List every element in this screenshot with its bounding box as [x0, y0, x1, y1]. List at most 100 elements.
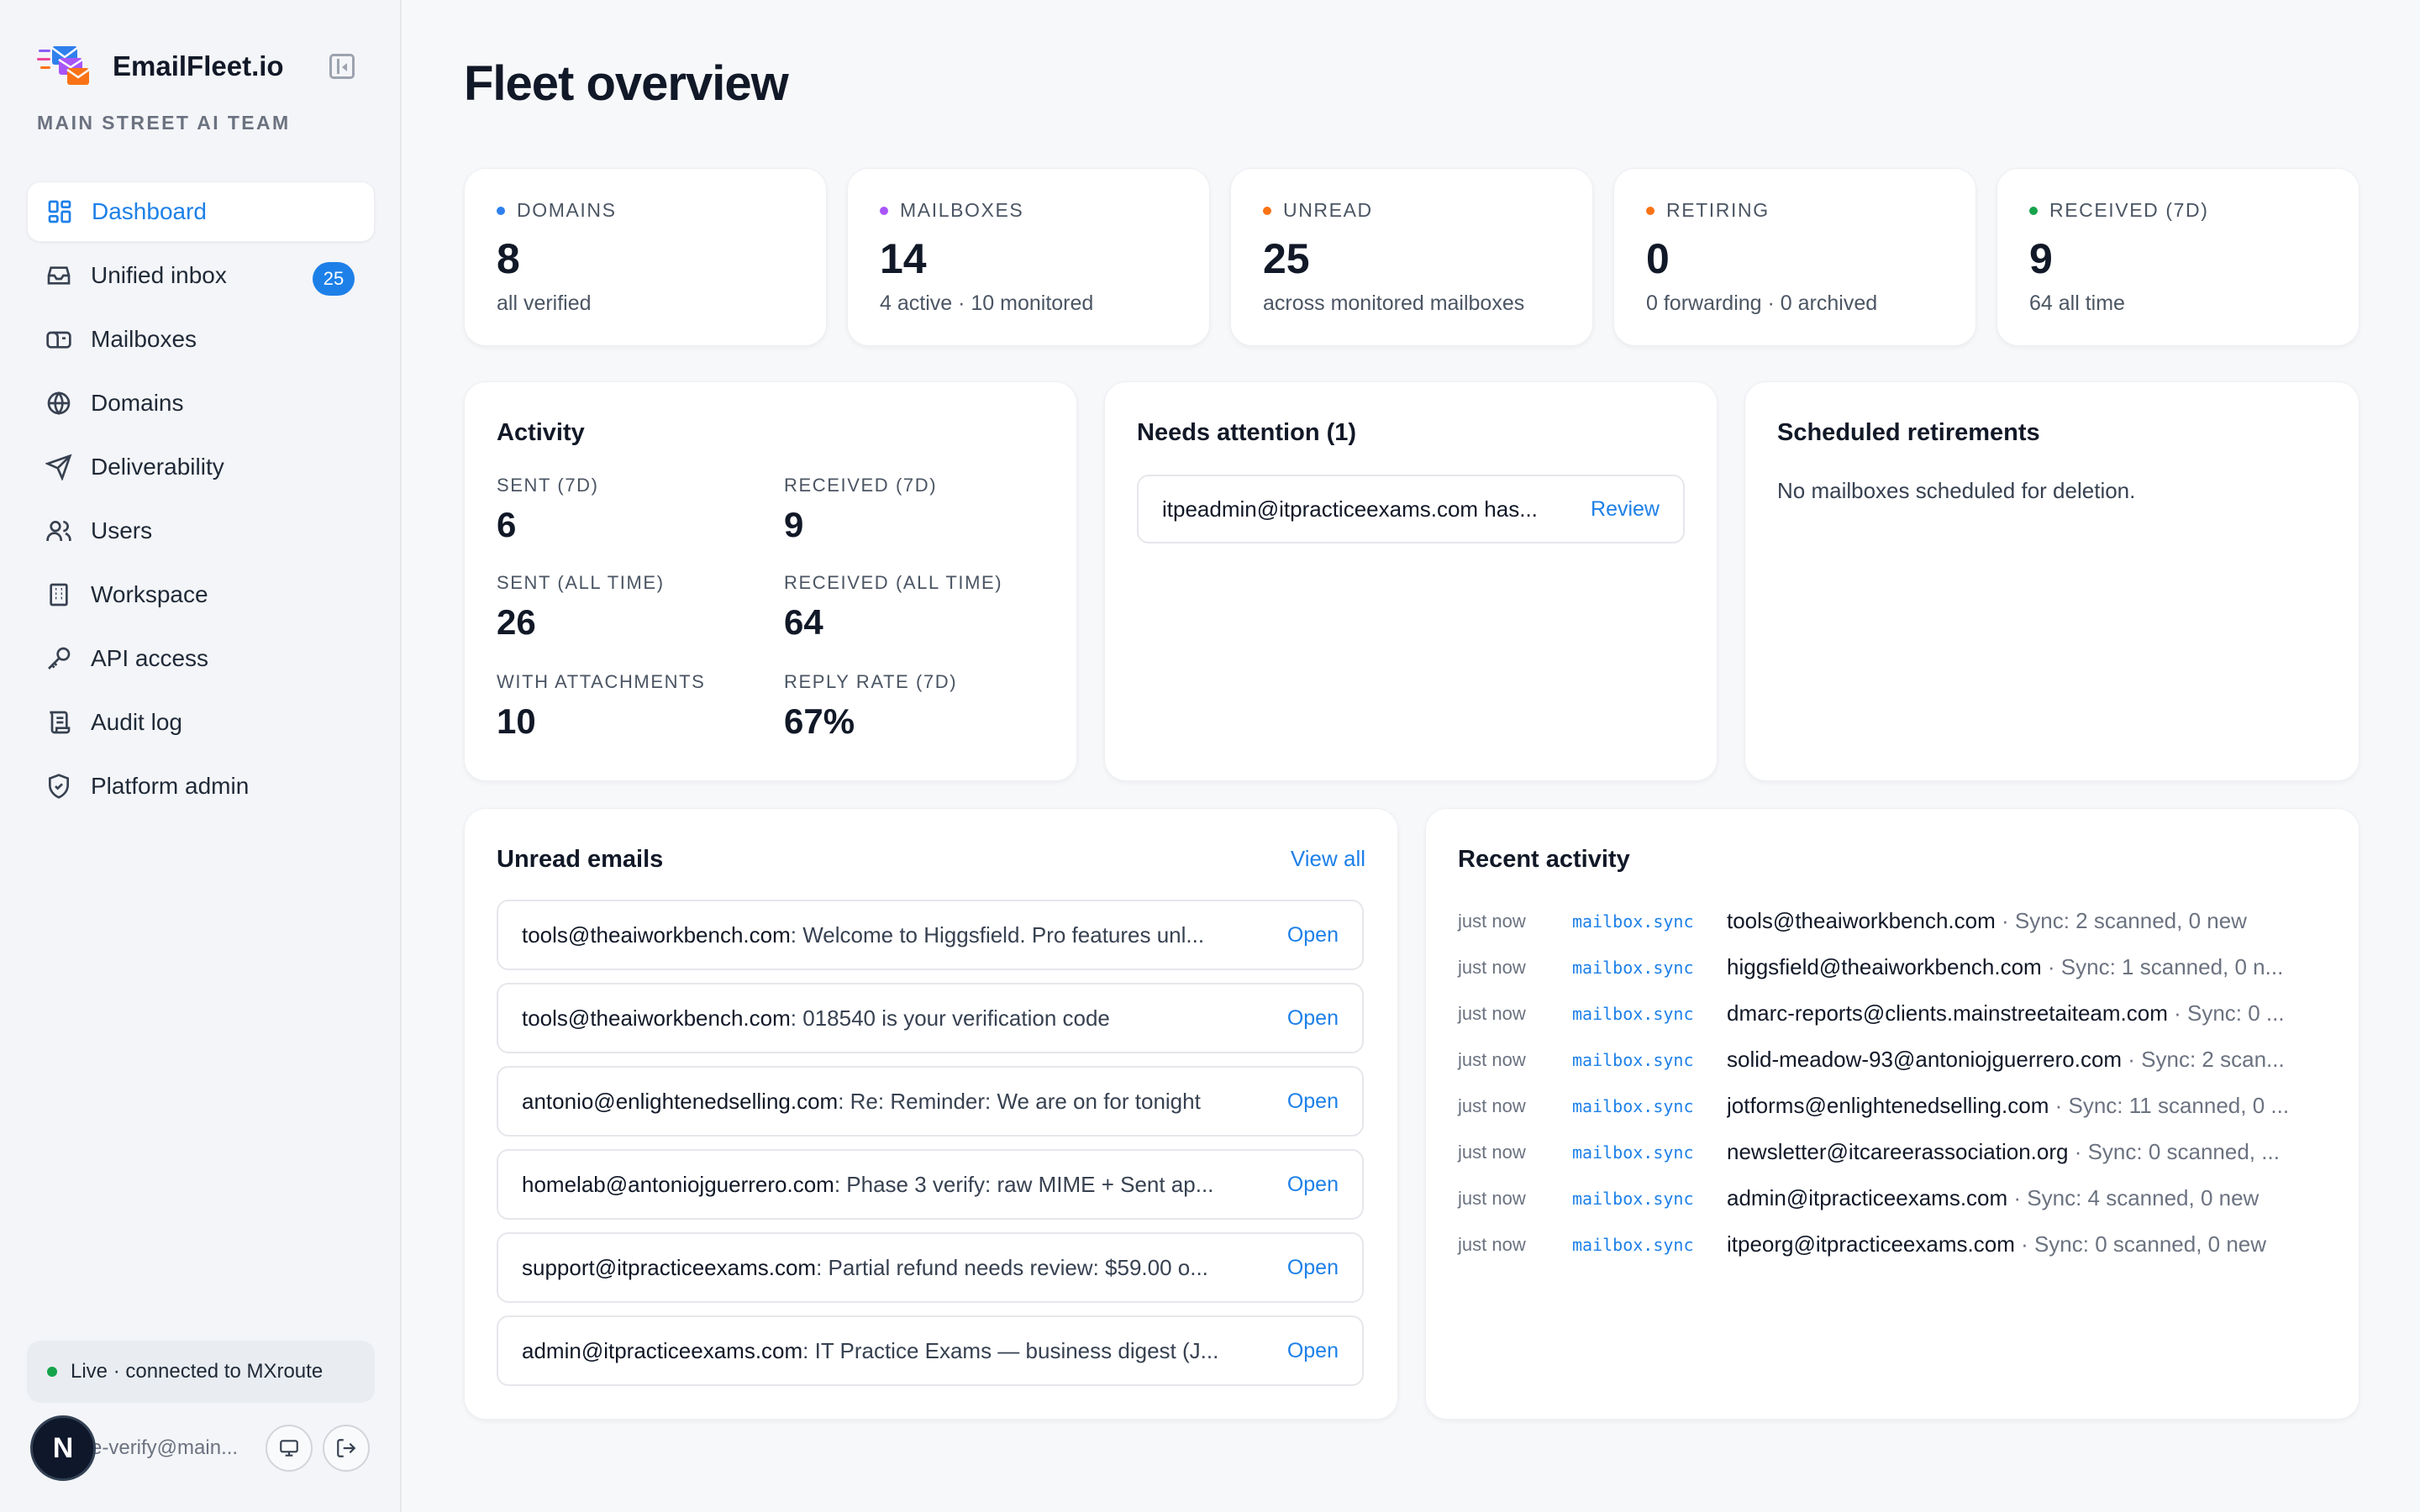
- logout-button[interactable]: [323, 1425, 370, 1472]
- activity-target: newsletter@itcareerassociation.org: [1727, 1139, 2069, 1164]
- activity-type: mailbox.sync: [1572, 1003, 1694, 1024]
- stat-card-domains[interactable]: DOMAINS 8 all verified: [464, 168, 827, 346]
- stat-card-received[interactable]: RECEIVED (7D) 9 64 all time: [1996, 168, 2360, 346]
- unread-email-list: tools@theaiworkbench.com: Welcome to Hig…: [497, 900, 1364, 1399]
- activity-description: admin@itpracticeexams.com · Sync: 4 scan…: [1727, 1185, 2332, 1211]
- activity-row: just now mailbox.sync newsletter@itcaree…: [1458, 1129, 2332, 1175]
- stat-label: RETIRING: [1646, 199, 1770, 222]
- email-subject: : 018540 is your verification code: [790, 1005, 1110, 1031]
- received-dot: [2029, 206, 2038, 215]
- stat-sub: 0 forwarding · 0 archived: [1646, 291, 1878, 315]
- team-name: MAIN STREET AI TEAM: [37, 112, 291, 134]
- view-all-link[interactable]: View all: [1290, 846, 1365, 871]
- activity-row: just now mailbox.sync jotforms@enlighten…: [1458, 1083, 2332, 1129]
- list-item[interactable]: homelab@antoniojguerrero.com: Phase 3 ve…: [497, 1149, 1364, 1220]
- connection-status: Live · connected to MXroute: [27, 1341, 375, 1403]
- recent-activity-title: Recent activity: [1458, 846, 1630, 873]
- logout-icon: [337, 1439, 356, 1457]
- open-link[interactable]: Open: [1286, 1338, 1339, 1362]
- domains-dot: [497, 206, 505, 215]
- activity-time: just now: [1458, 1187, 1526, 1209]
- metric-reply-rate: REPLY RATE (7D) 67%: [784, 671, 1061, 742]
- activity-row: just now mailbox.sync solid-meadow-93@an…: [1458, 1037, 2332, 1083]
- scheduled-retirements-title: Scheduled retirements: [1777, 419, 2040, 446]
- activity-description: solid-meadow-93@antoniojguerrero.com · S…: [1727, 1047, 2332, 1073]
- avatar[interactable]: N: [30, 1415, 96, 1481]
- building-icon: [45, 581, 72, 608]
- email-summary: support@itpracticeexams.com: Partial ref…: [522, 1255, 1264, 1281]
- activity-title: Activity: [497, 419, 585, 446]
- dashboard-icon: [46, 198, 73, 225]
- sidebar-item-platform-admin[interactable]: Platform admin: [27, 756, 375, 816]
- attention-item[interactable]: itpeadmin@itpracticeexams.com has... Rev…: [1137, 475, 1685, 543]
- shield-icon: [45, 773, 72, 800]
- metric-value: 67%: [784, 701, 855, 741]
- sidebar-item-dashboard[interactable]: Dashboard: [27, 181, 375, 242]
- metric-value: 10: [497, 701, 536, 741]
- sidebar-item-audit-log[interactable]: Audit log: [27, 692, 375, 753]
- sidebar-item-deliverability[interactable]: Deliverability: [27, 437, 375, 497]
- metric-value: 9: [784, 505, 804, 544]
- email-sender: support@itpracticeexams.com: [522, 1254, 817, 1280]
- email-subject: : Phase 3 verify: raw MIME + Sent ap...: [834, 1171, 1214, 1197]
- scheduled-retirements-card: Scheduled retirements No mailboxes sched…: [1744, 381, 2360, 781]
- stat-card-mailboxes[interactable]: MAILBOXES 14 4 active · 10 monitored: [847, 168, 1210, 346]
- stat-label-text: MAILBOXES: [900, 199, 1024, 221]
- list-item[interactable]: support@itpracticeexams.com: Partial ref…: [497, 1232, 1364, 1303]
- sidebar-item-mailboxes[interactable]: Mailboxes: [27, 309, 375, 370]
- activity-detail: · Sync: 0 ...: [2167, 1000, 2285, 1026]
- activity-time: just now: [1458, 1002, 1526, 1024]
- stat-value: 0: [1646, 235, 1670, 282]
- email-sender: tools@theaiworkbench.com: [522, 921, 791, 948]
- list-item[interactable]: tools@theaiworkbench.com: 018540 is your…: [497, 983, 1364, 1053]
- page-title: Fleet overview: [464, 56, 789, 111]
- list-item[interactable]: antonio@enlightenedselling.com: Re: Remi…: [497, 1066, 1364, 1137]
- list-item[interactable]: tools@theaiworkbench.com: Welcome to Hig…: [497, 900, 1364, 970]
- activity-description: jotforms@enlightenedselling.com · Sync: …: [1727, 1093, 2332, 1119]
- open-link[interactable]: Open: [1286, 922, 1339, 947]
- brand[interactable]: EmailFleet.io: [37, 39, 284, 94]
- display-settings-button[interactable]: [266, 1425, 313, 1472]
- email-subject: : Partial refund needs review: $59.00 o.…: [816, 1254, 1208, 1280]
- stat-card-retiring[interactable]: RETIRING 0 0 forwarding · 0 archived: [1613, 168, 1976, 346]
- sidebar-item-label: Dashboard: [92, 198, 207, 224]
- sidebar-item-label: Mailboxes: [91, 326, 197, 352]
- activity-description: higgsfield@theaiworkbench.com · Sync: 1 …: [1727, 954, 2332, 980]
- activity-time: just now: [1458, 1141, 1526, 1163]
- open-link[interactable]: Open: [1286, 1172, 1339, 1196]
- stat-sub: 64 all time: [2029, 291, 2125, 315]
- sidebar-item-workspace[interactable]: Workspace: [27, 564, 375, 625]
- stat-label: UNREAD: [1263, 199, 1373, 222]
- stat-sub: across monitored mailboxes: [1263, 291, 1525, 315]
- activity-time: just now: [1458, 956, 1526, 978]
- sidebar-item-domains[interactable]: Domains: [27, 373, 375, 433]
- needs-attention-title: Needs attention (1): [1137, 419, 1357, 446]
- stat-value: 25: [1263, 235, 1310, 282]
- activity-target: tools@theaiworkbench.com: [1727, 908, 1996, 933]
- review-link[interactable]: Review: [1591, 496, 1660, 521]
- metric-sent-all: SENT (ALL TIME) 26: [497, 572, 774, 643]
- stat-card-unread[interactable]: UNREAD 25 across monitored mailboxes: [1230, 168, 1593, 346]
- open-link[interactable]: Open: [1286, 1005, 1339, 1030]
- sidebar-item-api-access[interactable]: API access: [27, 628, 375, 689]
- empty-state-text: No mailboxes scheduled for deletion.: [1777, 478, 2136, 503]
- metric-sent-7d: SENT (7D) 6: [497, 475, 774, 545]
- collapse-sidebar-icon[interactable]: [329, 54, 355, 79]
- activity-detail: · Sync: 2 scanned, 0 new: [1995, 908, 2247, 933]
- activity-card: Activity SENT (7D) 6 RECEIVED (7D) 9 SEN…: [464, 381, 1077, 781]
- mailboxes-dot: [880, 206, 888, 215]
- sidebar-item-label: Platform admin: [91, 773, 250, 799]
- sidebar-item-unified-inbox[interactable]: Unified inbox 25: [27, 245, 375, 306]
- open-link[interactable]: Open: [1286, 1255, 1339, 1279]
- stat-label: DOMAINS: [497, 199, 617, 222]
- sidebar-item-users[interactable]: Users: [27, 501, 375, 561]
- open-link[interactable]: Open: [1286, 1089, 1339, 1113]
- activity-time: just now: [1458, 1095, 1526, 1116]
- list-item[interactable]: admin@itpracticeexams.com: IT Practice E…: [497, 1315, 1364, 1386]
- activity-target: admin@itpracticeexams.com: [1727, 1185, 2008, 1210]
- metric-value: 6: [497, 505, 517, 544]
- sidebar-item-label: Audit log: [91, 709, 182, 735]
- sidebar-item-label: Unified inbox: [91, 262, 227, 288]
- activity-description: itpeorg@itpracticeexams.com · Sync: 0 sc…: [1727, 1231, 2332, 1257]
- inbox-icon: [45, 262, 72, 289]
